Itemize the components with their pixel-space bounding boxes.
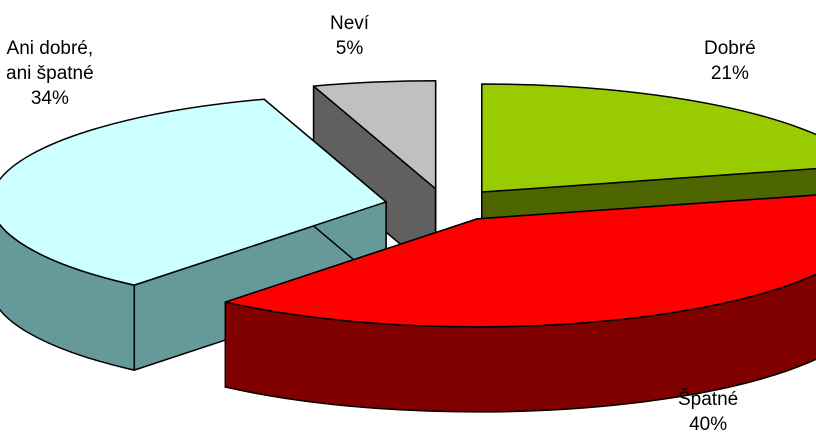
slice-ani (0, 98, 387, 371)
label-dobre-name: Dobré (704, 38, 756, 59)
label-dobre-value: 21% (710, 63, 749, 84)
label-nevi: Neví 5% (330, 11, 369, 61)
label-ani-name-line2: ani špatné (6, 63, 94, 84)
label-spatne: Špatné 40% (678, 387, 738, 437)
label-spatne-name: Špatné (678, 389, 739, 410)
slice-dobre-top (481, 83, 816, 193)
label-ani: Ani dobré, ani špatné 34% (6, 36, 94, 111)
slice-spatne (224, 194, 816, 413)
slice-spatne-top (224, 194, 816, 328)
label-ani-value: 34% (30, 88, 69, 109)
label-ani-name-line1: Ani dobré, (6, 38, 94, 59)
label-spatne-value: 40% (689, 414, 728, 435)
slice-ani-top (0, 98, 387, 286)
label-dobre: Dobré 21% (704, 36, 756, 86)
label-nevi-name: Neví (330, 13, 370, 34)
slice-nevi (312, 80, 437, 275)
label-nevi-value: 5% (335, 38, 364, 59)
slice-nevi-top (312, 80, 437, 190)
